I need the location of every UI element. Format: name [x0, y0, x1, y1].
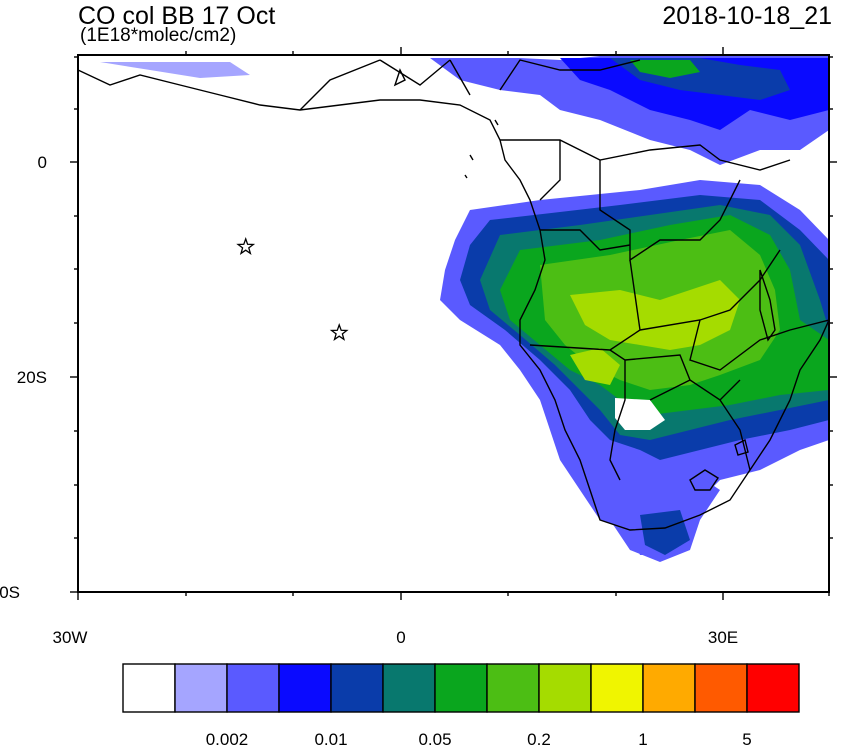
lat-label-20s: 20S	[17, 368, 47, 387]
colorbar-label: 0.01	[314, 730, 347, 747]
map-title: CO col BB 17 Oct	[78, 2, 276, 30]
africa-interior-2	[500, 139, 791, 262]
lon-tick-marks	[77, 47, 830, 600]
colorbar-labels: 0.002 0.01 0.05 0.2 1 5	[206, 730, 752, 747]
colorbar-swatch	[122, 663, 176, 713]
africa-interior-1	[299, 59, 641, 111]
colorbar-swatch	[278, 663, 332, 713]
africa-interior-4	[609, 349, 751, 481]
africa-interior-3	[529, 229, 829, 371]
colorbar-swatch	[538, 663, 592, 713]
plume-cape-dark	[640, 510, 690, 555]
lat-tick-marks	[70, 56, 837, 593]
swaziland	[734, 438, 749, 456]
colorbar-swatch	[330, 663, 384, 713]
station-star-icon	[329, 322, 349, 341]
lon-label-30e: 30E	[708, 628, 738, 647]
plume-north-green	[630, 60, 700, 78]
colorbar-swatch	[226, 663, 280, 713]
lake-malawi	[759, 269, 776, 342]
lesotho	[689, 469, 719, 491]
lat-label-0: 0	[38, 153, 47, 172]
lat-label-40s: 40S	[0, 583, 20, 602]
colorbar-swatch	[382, 663, 436, 713]
station-markers	[236, 236, 349, 341]
plume-layer	[100, 56, 829, 562]
units-label: (1E18*molec/cm2)	[80, 25, 237, 46]
colorbar-label: 0.002	[206, 730, 249, 747]
colorbar-label: 0.05	[418, 730, 451, 747]
colorbar-swatch	[746, 663, 800, 713]
clean-hole	[615, 398, 665, 430]
islands	[393, 68, 499, 179]
coastlines	[78, 59, 829, 531]
colorbar-swatch	[590, 663, 644, 713]
plume-north-light	[100, 62, 250, 78]
colorbar-swatch	[642, 663, 696, 713]
colorbar-label: 1	[638, 730, 647, 747]
plume-south-lime-2	[570, 348, 620, 385]
station-star-icon	[236, 236, 256, 255]
colorbar-swatch	[694, 663, 748, 713]
colorbar-swatch	[434, 663, 488, 713]
lon-label-30w: 30W	[53, 628, 88, 647]
colorbar-label: 5	[742, 730, 751, 747]
colorbar-label: 0.2	[527, 730, 551, 747]
timestamp: 2018-10-18_21	[662, 2, 832, 30]
colorbar-swatch	[174, 663, 228, 713]
colorbar-swatch	[486, 663, 540, 713]
lon-label-0: 0	[396, 628, 405, 647]
colorbar	[122, 663, 800, 713]
